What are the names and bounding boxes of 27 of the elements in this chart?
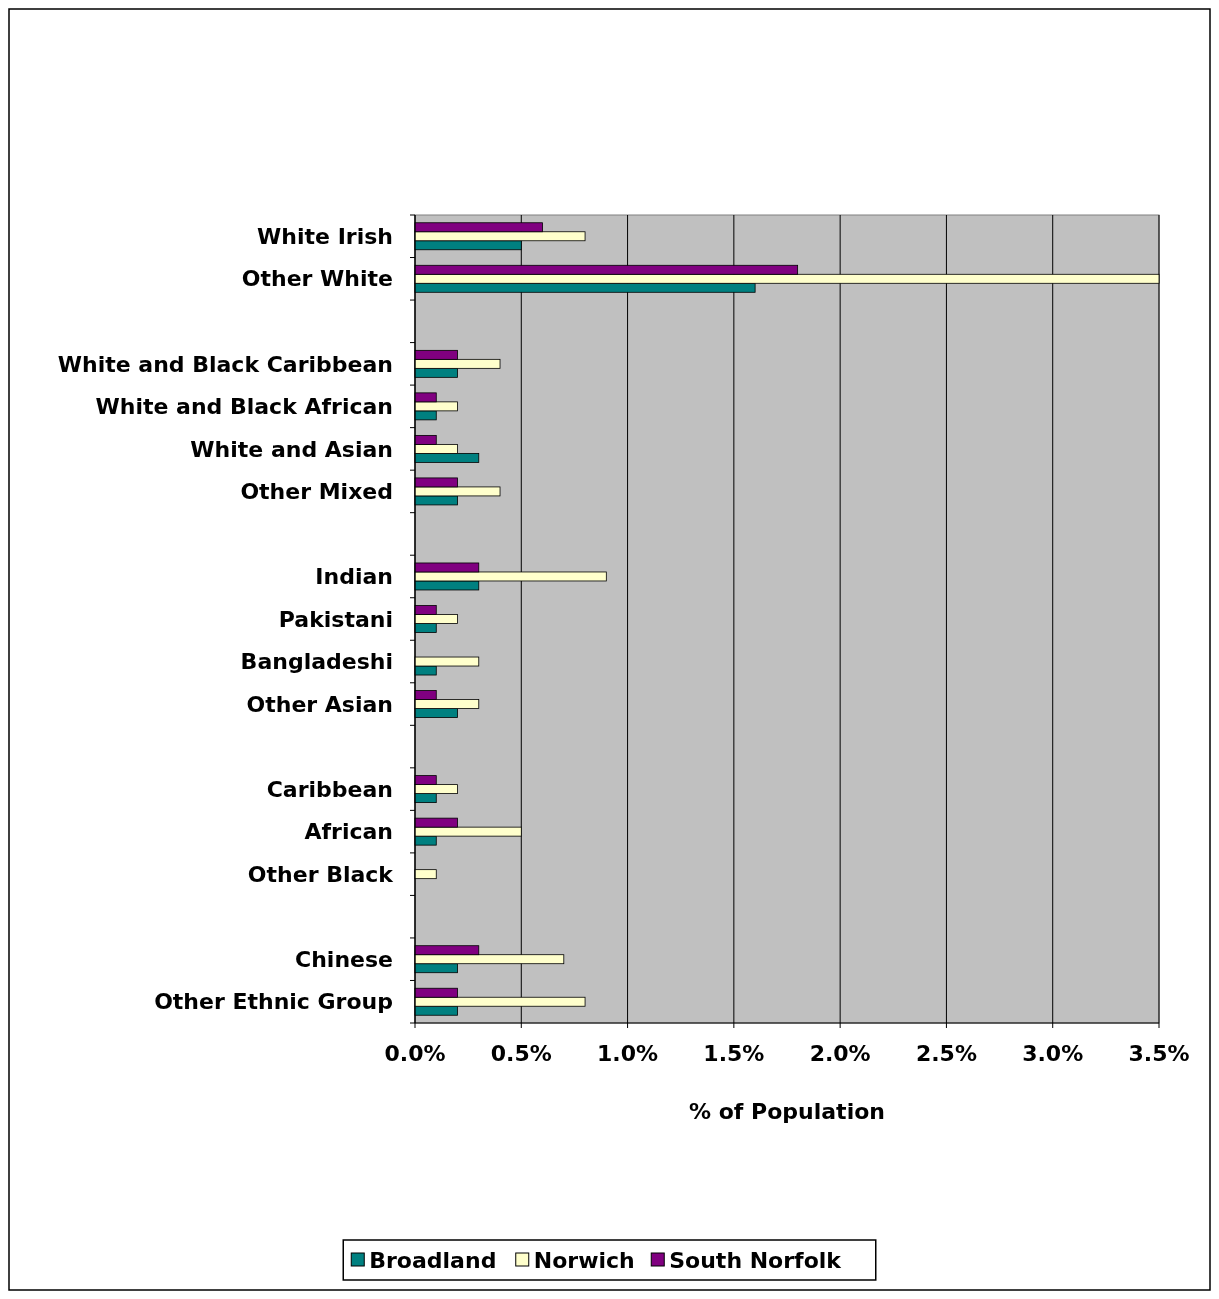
y-tick-label: Caribbean	[266, 776, 393, 802]
y-tick-label: Other White	[241, 266, 393, 292]
y-tick-label: Bangladeshi	[240, 649, 393, 675]
y-tick-label: Other Ethnic Group	[154, 989, 393, 1015]
x-tick-label: 3.5%	[1128, 1041, 1190, 1066]
y-tick-label: White and Asian	[190, 436, 393, 462]
legend-label: Broadland	[369, 1247, 497, 1273]
x-tick-label: 1.0%	[597, 1041, 659, 1066]
y-tick-label: Pakistani	[278, 606, 393, 632]
y-tick-label: Other Black	[247, 861, 395, 887]
y-tick-label: White Irish	[257, 223, 393, 249]
legend-label: Norwich	[533, 1247, 635, 1273]
y-tick-label: Other Asian	[246, 691, 393, 717]
y-tick-label: Chinese	[295, 946, 393, 972]
legend-label: South Norfolk	[669, 1247, 843, 1273]
y-tick-label: Other Mixed	[240, 479, 393, 505]
y-tick-label: White and Black Caribbean	[57, 351, 393, 377]
x-tick-label: 3.0%	[1022, 1041, 1084, 1066]
x-tick-label: 0.5%	[490, 1041, 552, 1066]
x-axis-title: % of Population	[689, 1099, 885, 1124]
x-tick-label: 1.5%	[703, 1041, 765, 1066]
x-tick-label: 2.0%	[809, 1041, 871, 1066]
x-tick-label: 0.0%	[384, 1041, 446, 1066]
y-tick-label: White and Black African	[95, 394, 393, 420]
x-tick-label: 2.5%	[915, 1041, 977, 1066]
y-tick-label: African	[304, 819, 393, 845]
y-tick-label: Indian	[315, 564, 393, 590]
